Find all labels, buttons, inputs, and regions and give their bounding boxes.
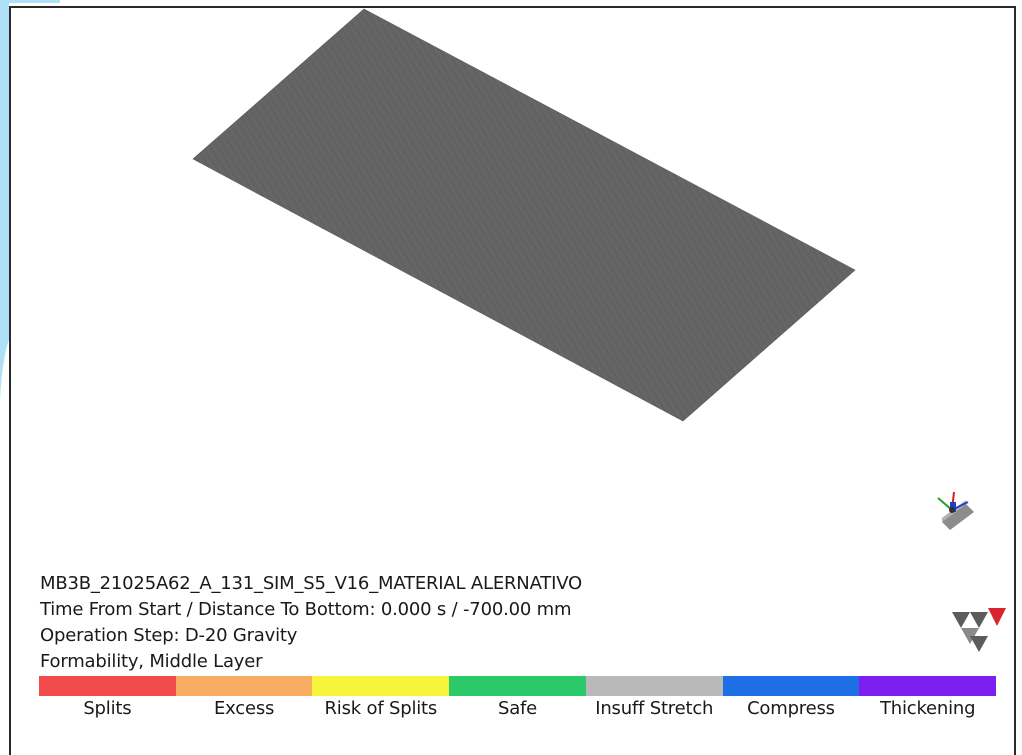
legend-label-safe: Safe bbox=[497, 698, 538, 719]
legend-swatch-thickening bbox=[859, 676, 997, 696]
legend-swatch-insuff-stretch bbox=[585, 676, 723, 696]
time-distance-readout: Time From Start / Distance To Bottom: 0.… bbox=[40, 599, 572, 620]
formability-legend-bar bbox=[39, 676, 997, 696]
side-accent-shape bbox=[0, 0, 60, 400]
legend-label-thickening: Thickening bbox=[879, 698, 976, 719]
legend-label-risk-of-splits: Risk of Splits bbox=[324, 698, 438, 719]
legend-label-compress: Compress bbox=[747, 698, 835, 719]
formability-legend-labels: Splits Excess Risk of Splits Safe Insuff… bbox=[39, 697, 996, 721]
legend-label-excess: Excess bbox=[213, 698, 275, 719]
result-info-block: MB3B_21025A62_A_131_SIM_S5_V16_MATERIAL … bbox=[40, 571, 582, 675]
model-name: MB3B_21025A62_A_131_SIM_S5_V16_MATERIAL … bbox=[40, 573, 582, 594]
legend-swatch-compress bbox=[722, 676, 860, 696]
coordinate-triad-icon[interactable] bbox=[928, 484, 980, 530]
legend-swatch-excess bbox=[175, 676, 313, 696]
legend-swatch-safe bbox=[449, 676, 586, 696]
autoform-logo-icon bbox=[952, 608, 1006, 652]
blank-sheet bbox=[192, 8, 856, 422]
legend-swatch-splits bbox=[39, 676, 176, 696]
legend-label-splits: Splits bbox=[83, 698, 132, 719]
legend-label-insuff-stretch: Insuff Stretch bbox=[595, 698, 714, 719]
result-type: Formability, Middle Layer bbox=[40, 651, 263, 672]
legend-swatch-risk-of-splits bbox=[312, 676, 450, 696]
operation-step: Operation Step: D-20 Gravity bbox=[40, 625, 298, 646]
